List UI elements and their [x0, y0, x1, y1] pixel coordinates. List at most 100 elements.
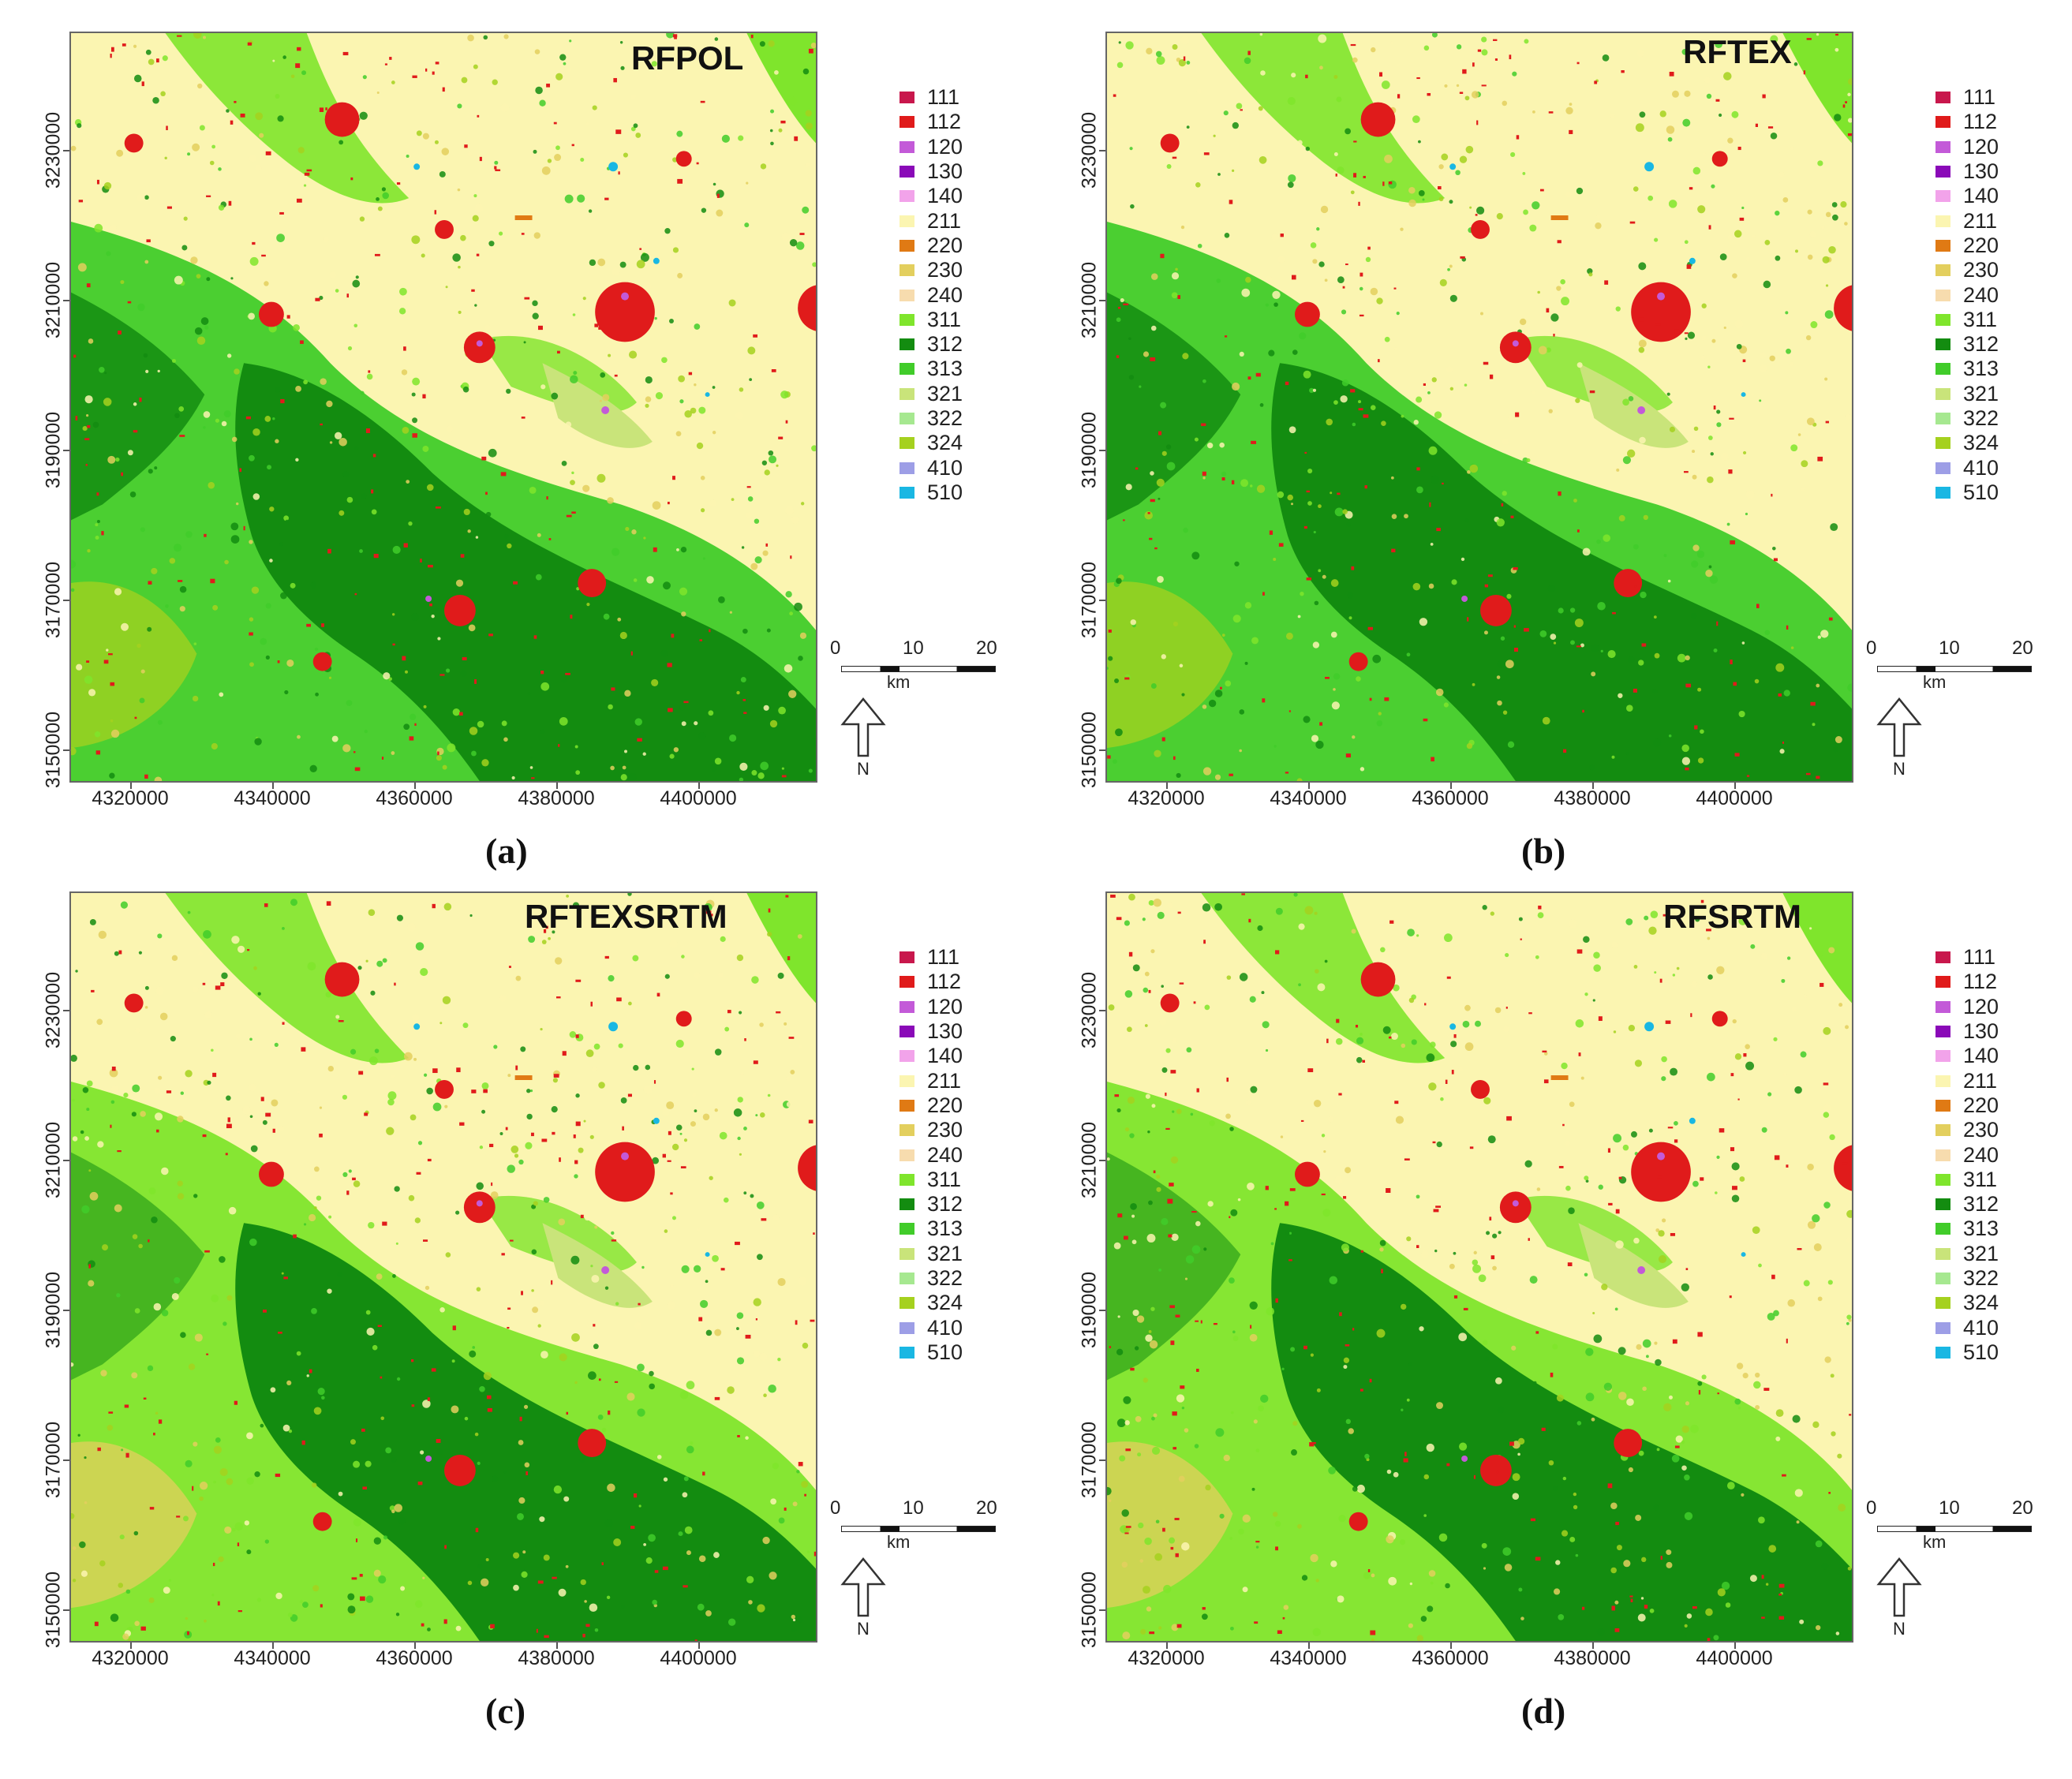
class-112-settlement — [121, 472, 124, 477]
legend-label: 410 — [1963, 455, 1999, 480]
texture-speck — [681, 181, 689, 189]
class-112-settlement — [234, 1400, 238, 1405]
texture-speck — [713, 894, 721, 901]
class-112-settlement — [479, 156, 482, 162]
class-112-settlement — [459, 1122, 465, 1126]
class-112-settlement — [521, 1291, 523, 1295]
class-112-settlement — [1825, 420, 1830, 424]
texture-speck — [1162, 1584, 1172, 1594]
texture-speck — [1575, 398, 1580, 403]
texture-speck — [1750, 944, 1756, 949]
class-112-settlement — [283, 1276, 288, 1280]
texture-speck — [1277, 491, 1285, 499]
texture-speck — [1381, 420, 1386, 426]
class-112-settlement — [490, 1624, 495, 1629]
texture-speck — [1245, 1100, 1251, 1105]
texture-speck — [224, 1526, 232, 1534]
texture-speck — [116, 1293, 121, 1298]
class-112-urban — [1360, 102, 1396, 137]
class-112-settlement — [1277, 1630, 1282, 1635]
legend-label: 312 — [927, 332, 963, 357]
texture-speck — [319, 1106, 323, 1109]
texture-speck — [1838, 1504, 1846, 1512]
class-112-settlement — [618, 171, 620, 175]
texture-speck — [647, 62, 650, 65]
texture-speck — [1356, 676, 1361, 682]
texture-speck — [1593, 964, 1601, 972]
class-112-settlement — [411, 1404, 415, 1407]
class-112-settlement — [286, 315, 290, 319]
texture-speck — [368, 1056, 378, 1066]
class-112-settlement — [1307, 1068, 1314, 1073]
texture-speck — [1352, 735, 1356, 739]
texture-speck — [467, 151, 473, 157]
legend-swatch — [1935, 437, 1950, 450]
texture-speck — [1809, 927, 1812, 930]
texture-speck — [1812, 1421, 1820, 1429]
texture-speck — [778, 1517, 785, 1524]
texture-speck — [473, 194, 477, 198]
class-112-settlement — [1203, 152, 1210, 155]
texture-speck — [1242, 1587, 1248, 1593]
legend-swatch — [1935, 951, 1950, 964]
class-112-settlement — [743, 712, 747, 714]
texture-speck — [1828, 245, 1836, 254]
texture-speck — [148, 1597, 155, 1604]
texture-speck — [597, 258, 606, 267]
texture-speck — [709, 1175, 713, 1180]
texture-speck — [99, 1560, 106, 1567]
texture-speck — [469, 914, 473, 918]
texture-speck — [1256, 484, 1266, 493]
texture-speck — [1287, 494, 1293, 501]
north-label: N — [1893, 759, 1906, 779]
class-112-settlement — [1543, 1079, 1549, 1084]
texture-speck — [1770, 35, 1778, 43]
legend-item: 111 — [899, 85, 963, 110]
class-112-settlement — [1117, 306, 1121, 309]
legend-item: 211 — [899, 1068, 963, 1093]
class-112-settlement — [1467, 617, 1469, 622]
texture-speck — [1722, 72, 1732, 80]
texture-speck — [1316, 227, 1320, 231]
legend-item: 313 — [1935, 357, 1999, 381]
class-112-settlement — [761, 1218, 767, 1221]
texture-speck — [563, 1496, 570, 1502]
texture-speck — [1456, 44, 1462, 50]
texture-speck — [1438, 164, 1444, 170]
texture-speck — [1539, 630, 1547, 637]
class-510-water — [1449, 1023, 1457, 1030]
x-tick — [1734, 1643, 1736, 1649]
class-112-settlement — [1177, 911, 1181, 914]
class-112-settlement — [261, 254, 266, 257]
class-112-settlement — [677, 178, 683, 184]
class-112-settlement — [765, 543, 769, 547]
class-112-settlement — [1513, 625, 1517, 628]
class-112-settlement — [1509, 54, 1512, 60]
texture-speck — [1737, 1407, 1741, 1410]
y-tick — [63, 150, 69, 151]
y-tick — [1099, 1310, 1105, 1311]
texture-speck — [1310, 242, 1317, 249]
texture-speck — [100, 1370, 107, 1377]
texture-speck — [698, 406, 706, 414]
texture-speck — [1170, 1156, 1179, 1164]
texture-speck — [1496, 675, 1501, 679]
texture-speck — [1459, 155, 1468, 163]
texture-speck — [1384, 336, 1390, 342]
texture-speck — [760, 761, 769, 771]
texture-speck — [1573, 1492, 1577, 1497]
legend-swatch — [899, 1273, 914, 1284]
scale-bar-graphic — [1877, 1526, 2032, 1532]
texture-speck — [1661, 1076, 1666, 1082]
texture-speck — [579, 1456, 585, 1463]
legend-item: 211 — [1935, 1068, 1999, 1093]
texture-speck — [204, 325, 209, 330]
scale-bar: 0 10 20 km — [1866, 1497, 2071, 1568]
class-510-water — [705, 392, 710, 398]
texture-speck — [1562, 1476, 1567, 1481]
texture-speck — [553, 1485, 563, 1494]
class-112-settlement — [412, 433, 417, 438]
texture-speck — [569, 39, 572, 43]
texture-speck — [749, 378, 753, 382]
texture-speck — [1464, 383, 1468, 387]
